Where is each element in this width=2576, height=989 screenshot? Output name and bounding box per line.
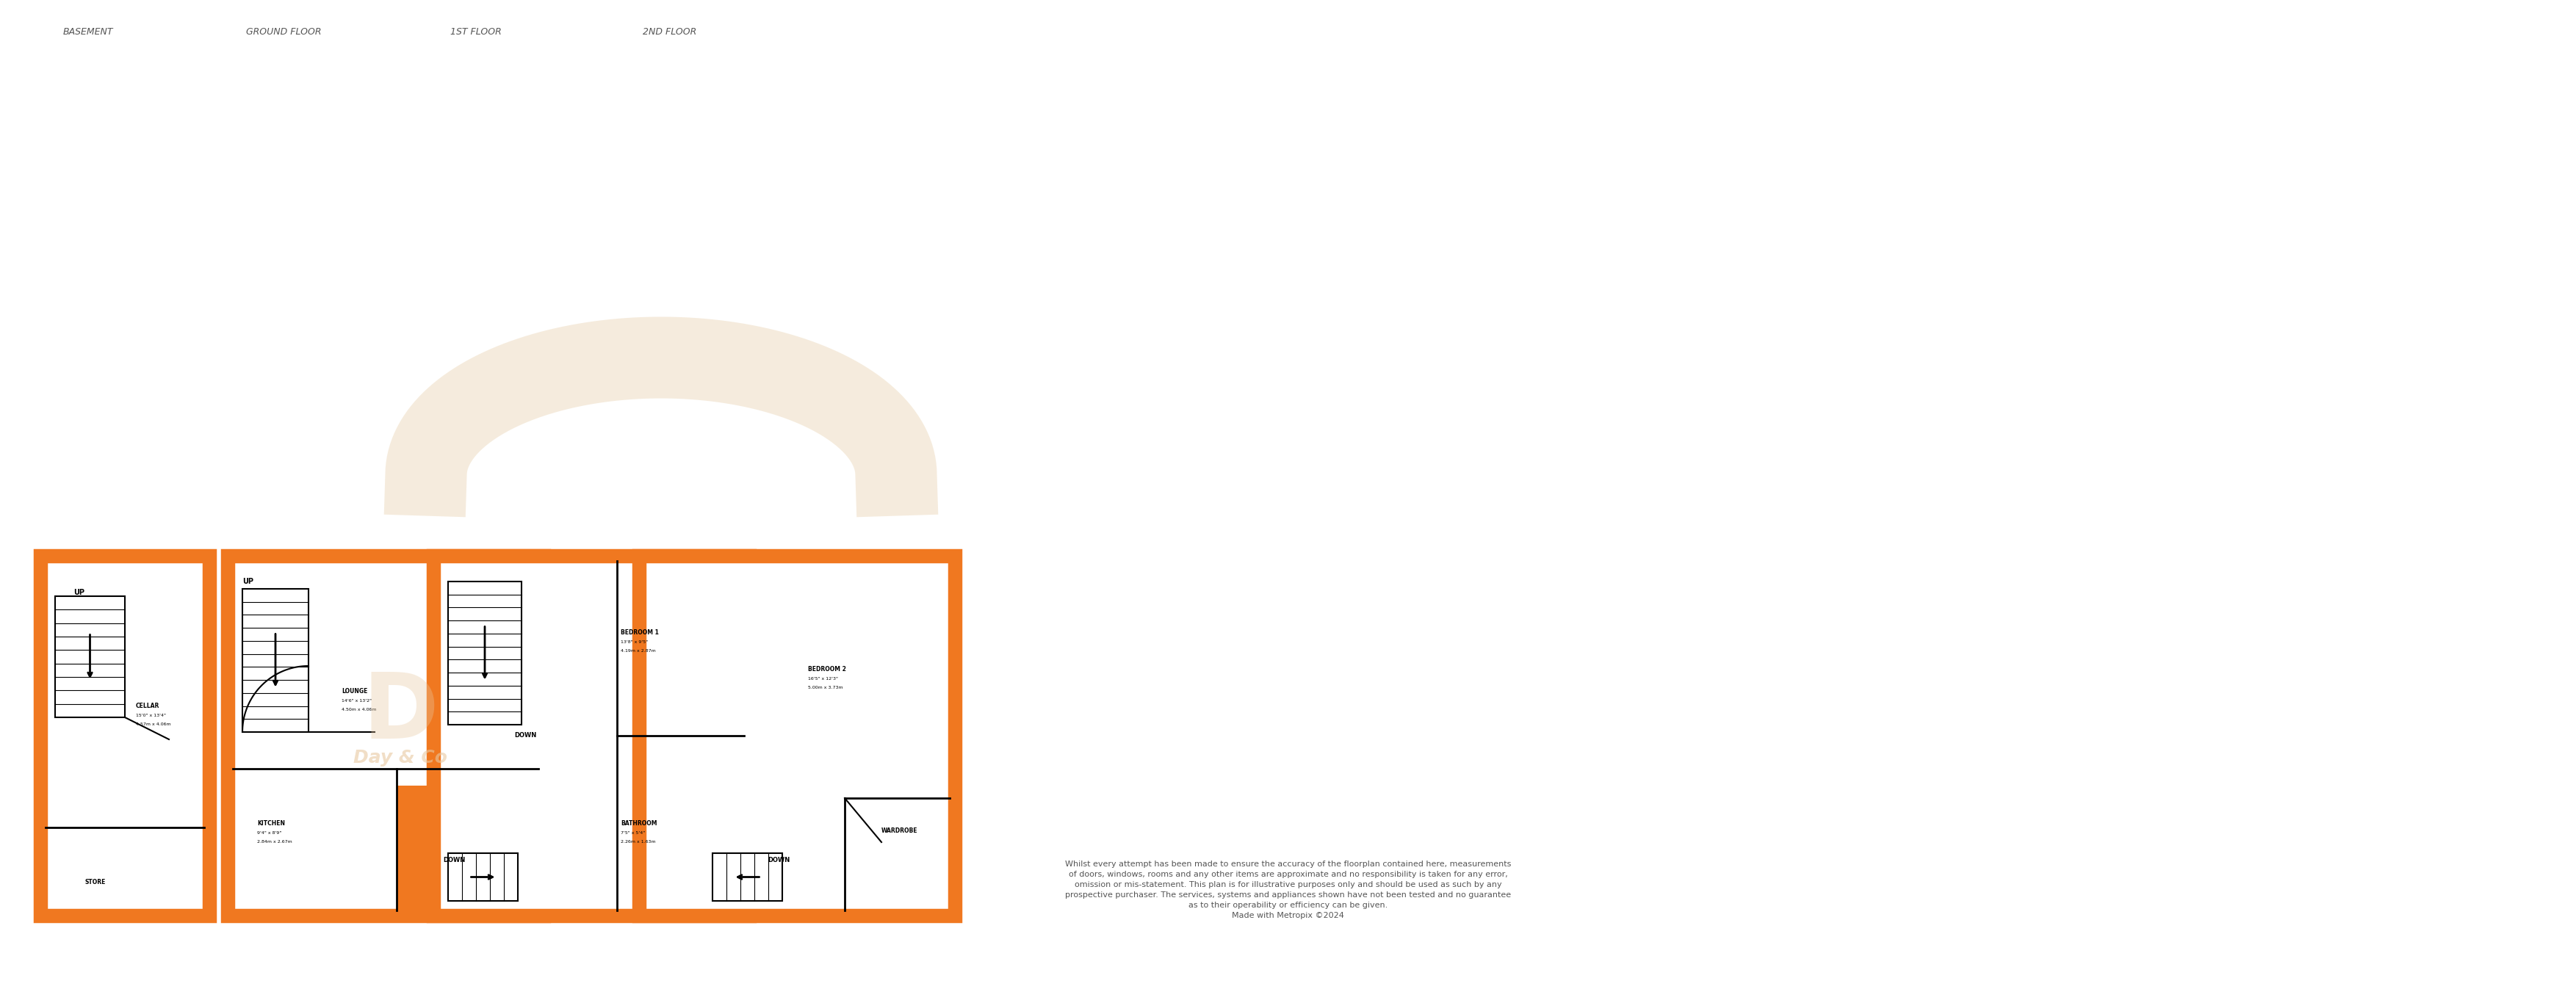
Text: 2.84m x 2.67m: 2.84m x 2.67m: [258, 840, 291, 844]
Text: 9'4" x 8'9": 9'4" x 8'9": [258, 831, 281, 835]
Text: DOWN: DOWN: [443, 856, 466, 863]
FancyBboxPatch shape: [242, 588, 309, 732]
Text: UP: UP: [75, 588, 85, 596]
Text: 13'8" x 9'5": 13'8" x 9'5": [621, 640, 649, 644]
FancyBboxPatch shape: [714, 854, 783, 901]
Text: 1ST FLOOR: 1ST FLOOR: [451, 27, 502, 37]
Text: 5.00m x 3.73m: 5.00m x 3.73m: [809, 685, 842, 689]
Text: Whilst every attempt has been made to ensure the accuracy of the floorplan conta: Whilst every attempt has been made to en…: [1064, 860, 1512, 919]
FancyBboxPatch shape: [433, 556, 750, 916]
Bar: [397, 785, 544, 911]
FancyBboxPatch shape: [227, 556, 544, 916]
FancyBboxPatch shape: [41, 556, 209, 916]
Text: 4.50m x 4.06m: 4.50m x 4.06m: [343, 708, 376, 711]
Text: LOUNGE: LOUNGE: [343, 688, 368, 694]
Text: Day & Co: Day & Co: [353, 749, 448, 766]
Text: 7'5" x 5'4": 7'5" x 5'4": [621, 831, 644, 835]
FancyBboxPatch shape: [54, 596, 124, 717]
Text: 15'0" x 13'4": 15'0" x 13'4": [137, 714, 165, 717]
Text: 4.19m x 2.87m: 4.19m x 2.87m: [621, 649, 657, 653]
Text: 2ND FLOOR: 2ND FLOOR: [644, 27, 696, 37]
Text: 2.26m x 1.63m: 2.26m x 1.63m: [621, 840, 657, 844]
Text: 14'6" x 13'2": 14'6" x 13'2": [343, 699, 371, 702]
FancyBboxPatch shape: [448, 582, 520, 725]
Text: BASEMENT: BASEMENT: [62, 27, 113, 37]
Text: 16'5" x 12'3": 16'5" x 12'3": [809, 676, 837, 680]
Text: BEDROOM 1: BEDROOM 1: [621, 629, 659, 636]
Text: UP: UP: [242, 578, 252, 585]
Text: STORE: STORE: [85, 879, 106, 885]
Text: BEDROOM 2: BEDROOM 2: [809, 666, 845, 673]
Text: WARDROBE: WARDROBE: [881, 828, 917, 834]
Text: BATHROOM: BATHROOM: [621, 820, 657, 827]
FancyBboxPatch shape: [639, 556, 956, 916]
Text: DOWN: DOWN: [768, 856, 791, 863]
Text: KITCHEN: KITCHEN: [258, 820, 286, 827]
FancyBboxPatch shape: [448, 854, 518, 901]
Text: DOWN: DOWN: [515, 732, 536, 739]
Text: D: D: [363, 670, 438, 759]
Text: GROUND FLOOR: GROUND FLOOR: [245, 27, 322, 37]
Text: 4.57m x 4.06m: 4.57m x 4.06m: [137, 723, 170, 726]
Text: CELLAR: CELLAR: [137, 702, 160, 709]
